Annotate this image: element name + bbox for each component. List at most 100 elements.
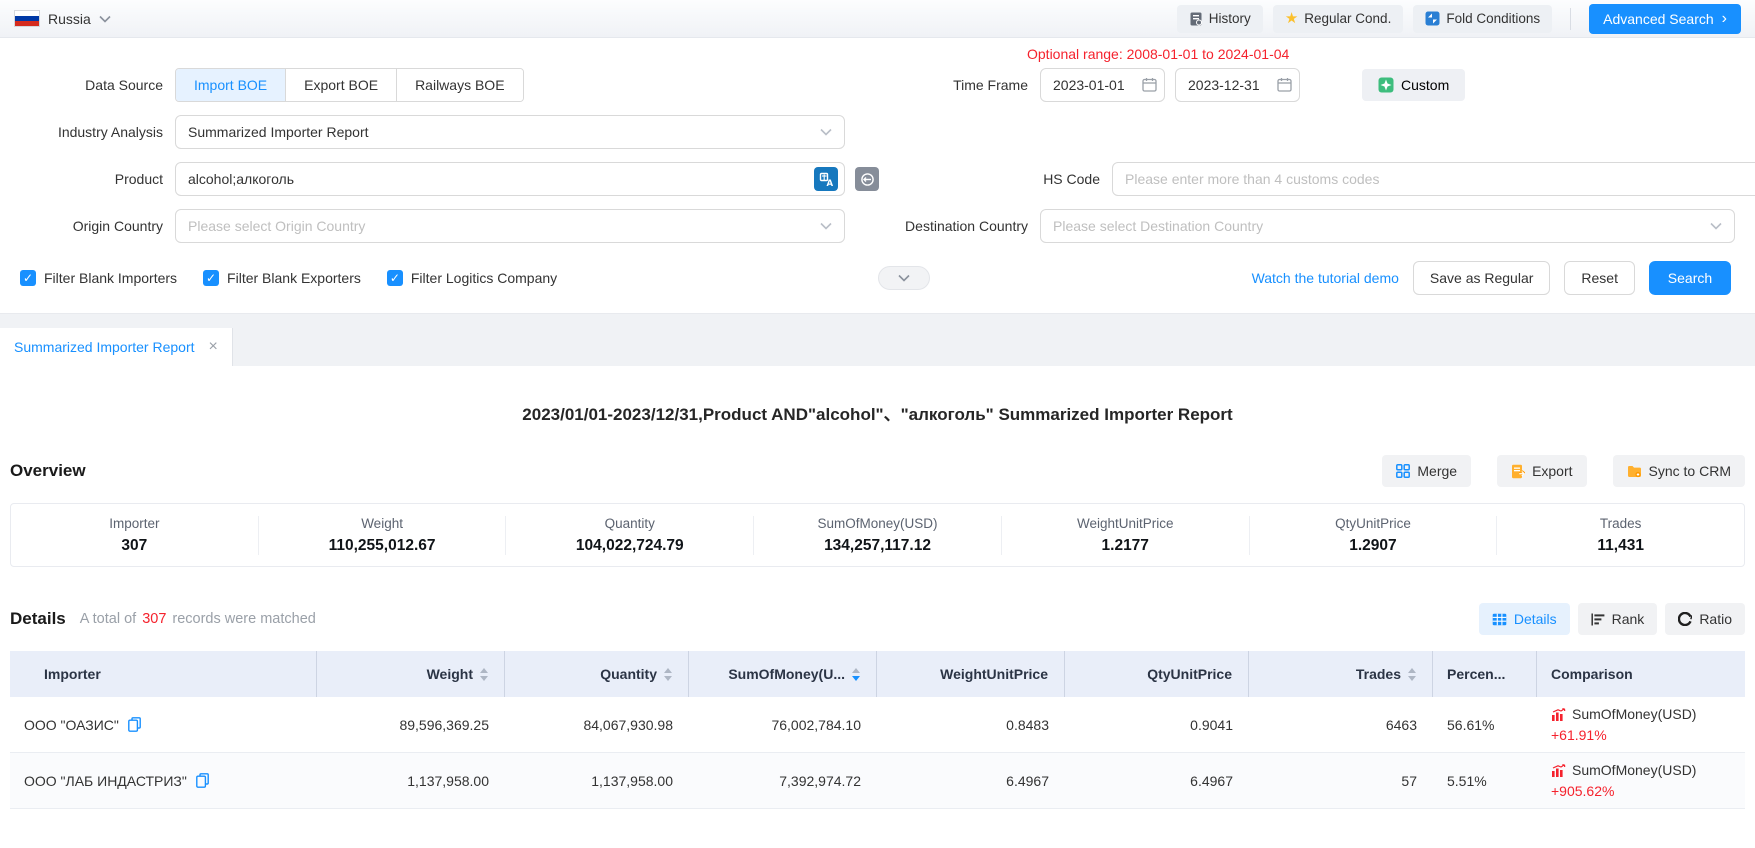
sort-carets <box>664 668 672 681</box>
ratio-pie-icon <box>1678 612 1692 626</box>
close-tab-icon[interactable]: × <box>209 338 218 356</box>
reset-button[interactable]: Reset <box>1564 261 1635 295</box>
history-icon <box>1189 12 1203 26</box>
col-comparison: Comparison <box>1537 651 1745 697</box>
col-percent: Percen... <box>1433 651 1537 697</box>
trend-chart-icon <box>1551 764 1566 777</box>
quantity-cell: 1,137,958.00 <box>505 773 689 789</box>
advanced-search-button[interactable]: Advanced Search › <box>1589 4 1741 34</box>
view-details-button[interactable]: Details <box>1479 603 1570 635</box>
col-qtyunitprice: QtyUnitPrice <box>1065 651 1249 697</box>
table-header: Importer Weight Quantity SumOfMoney(U...… <box>10 651 1745 697</box>
chevron-down-icon <box>820 128 832 136</box>
filter-blank-exporters-checkbox[interactable]: ✓ Filter Blank Exporters <box>203 270 361 286</box>
exclude-keywords-icon[interactable] <box>855 167 879 191</box>
filter-logitics-company-checkbox[interactable]: ✓ Filter Logitics Company <box>387 270 557 286</box>
view-ratio-button[interactable]: Ratio <box>1665 603 1745 635</box>
data-source-label: Data Source <box>10 77 175 93</box>
table-row: ООО "ЛАБ ИНДАСТРИЗ" 1,137,958.00 1,137,9… <box>10 753 1745 809</box>
sync-to-crm-button[interactable]: Sync to CRM <box>1613 455 1745 487</box>
weightunitprice-cell: 0.8483 <box>877 717 1065 733</box>
collapse-panel-button[interactable] <box>878 266 930 290</box>
stat-qtyunitprice: QtyUnitPrice1.2907 <box>1249 516 1497 555</box>
view-rank-button[interactable]: Rank <box>1578 603 1658 635</box>
merge-icon <box>1396 464 1410 478</box>
overview-stats: Importer307 Weight110,255,012.67 Quantit… <box>10 503 1745 567</box>
custom-icon <box>1378 77 1394 93</box>
country-name: Russia <box>48 11 91 27</box>
russia-flag-icon <box>14 10 40 27</box>
qtyunitprice-cell: 0.9041 <box>1065 717 1249 733</box>
filter-blank-importers-checkbox[interactable]: ✓ Filter Blank Importers <box>20 270 177 286</box>
copy-icon[interactable] <box>128 717 141 732</box>
origin-country-select[interactable]: Please select Origin Country <box>175 209 845 243</box>
destination-country-select[interactable]: Please select Destination Country <box>1040 209 1735 243</box>
chevron-down-icon <box>820 222 832 230</box>
industry-analysis-label: Industry Analysis <box>10 124 175 140</box>
export-icon <box>1511 464 1525 479</box>
merge-button[interactable]: Merge <box>1382 455 1471 487</box>
chevron-down-icon <box>99 15 111 23</box>
checkbox-checked-icon: ✓ <box>203 270 219 286</box>
col-weightunitprice: WeightUnitPrice <box>877 651 1065 697</box>
trades-cell: 6463 <box>1249 717 1433 733</box>
col-sumofmoney[interactable]: SumOfMoney(U... <box>689 651 877 697</box>
tutorial-demo-link[interactable]: Watch the tutorial demo <box>1252 270 1399 286</box>
fold-conditions-button[interactable]: Fold Conditions <box>1413 5 1552 33</box>
rank-icon <box>1591 613 1605 626</box>
percent-cell: 56.61% <box>1433 717 1537 733</box>
tab-import-boe[interactable]: Import BOE <box>176 69 285 101</box>
records-count: 307 <box>142 611 166 627</box>
copy-icon[interactable] <box>196 773 209 788</box>
destination-country-label: Destination Country <box>880 218 1040 234</box>
chevron-down-icon <box>1710 222 1722 230</box>
top-bar: Russia History ★ Regular Cond. Fold Cond… <box>0 0 1755 38</box>
stat-trades: Trades11,431 <box>1496 516 1744 555</box>
calendar-icon[interactable] <box>1277 77 1292 92</box>
export-button[interactable]: Export <box>1497 455 1586 487</box>
search-panel: Optional range: 2008-01-01 to 2024-01-04… <box>0 38 1755 313</box>
time-frame-label: Time Frame <box>880 77 1040 93</box>
save-as-regular-button[interactable]: Save as Regular <box>1413 261 1551 295</box>
chevron-right-icon: › <box>1722 11 1727 27</box>
report-content: 2023/01/01-2023/12/31,Product AND"alcoho… <box>0 400 1755 809</box>
regular-cond-button[interactable]: ★ Regular Cond. <box>1273 5 1404 33</box>
history-button[interactable]: History <box>1177 5 1263 33</box>
records-matched-text: A total of 307 records were matched <box>80 611 316 627</box>
origin-country-label: Origin Country <box>10 218 175 234</box>
stat-quantity: Quantity104,022,724.79 <box>505 516 753 555</box>
col-quantity[interactable]: Quantity <box>505 651 689 697</box>
result-tab-bar: Summarized Importer Report × <box>0 313 1755 366</box>
data-source-tabs: Import BOE Export BOE Railways BOE <box>175 68 524 102</box>
change-percent: +61.91% <box>1551 725 1696 746</box>
hs-code-input[interactable] <box>1112 162 1755 196</box>
svg-text:A: A <box>826 179 833 187</box>
col-weight[interactable]: Weight <box>317 651 505 697</box>
custom-range-button[interactable]: Custom <box>1362 69 1465 101</box>
quantity-cell: 84,067,930.98 <box>505 717 689 733</box>
trades-cell: 57 <box>1249 773 1433 789</box>
stat-importer: Importer307 <box>11 516 258 555</box>
col-importer: Importer <box>10 651 317 697</box>
fold-icon <box>1425 11 1440 26</box>
qtyunitprice-cell: 6.4967 <box>1065 773 1249 789</box>
tab-railways-boe[interactable]: Railways BOE <box>396 69 522 101</box>
percent-cell: 5.51% <box>1433 773 1537 789</box>
col-trades[interactable]: Trades <box>1249 651 1433 697</box>
stat-weightunitprice: WeightUnitPrice1.2177 <box>1001 516 1249 555</box>
stat-weight: Weight110,255,012.67 <box>258 516 506 555</box>
industry-analysis-select[interactable]: Summarized Importer Report <box>175 115 845 149</box>
overview-title: Overview <box>10 461 86 481</box>
optional-range-hint: Optional range: 2008-01-01 to 2024-01-04 <box>1027 46 1289 62</box>
sort-carets-active-desc <box>852 668 860 681</box>
sumofmoney-cell: 7,392,974.72 <box>689 773 877 789</box>
translate-icon[interactable]: A <box>814 167 838 191</box>
search-button[interactable]: Search <box>1649 261 1731 295</box>
tab-summarized-importer-report[interactable]: Summarized Importer Report × <box>0 328 233 366</box>
calendar-icon[interactable] <box>1142 77 1157 92</box>
country-selector[interactable]: Russia <box>14 10 111 27</box>
change-percent: +905.62% <box>1551 781 1696 802</box>
product-input[interactable] <box>175 162 845 196</box>
tab-export-boe[interactable]: Export BOE <box>285 69 396 101</box>
hs-code-label: HS Code <box>952 171 1112 187</box>
